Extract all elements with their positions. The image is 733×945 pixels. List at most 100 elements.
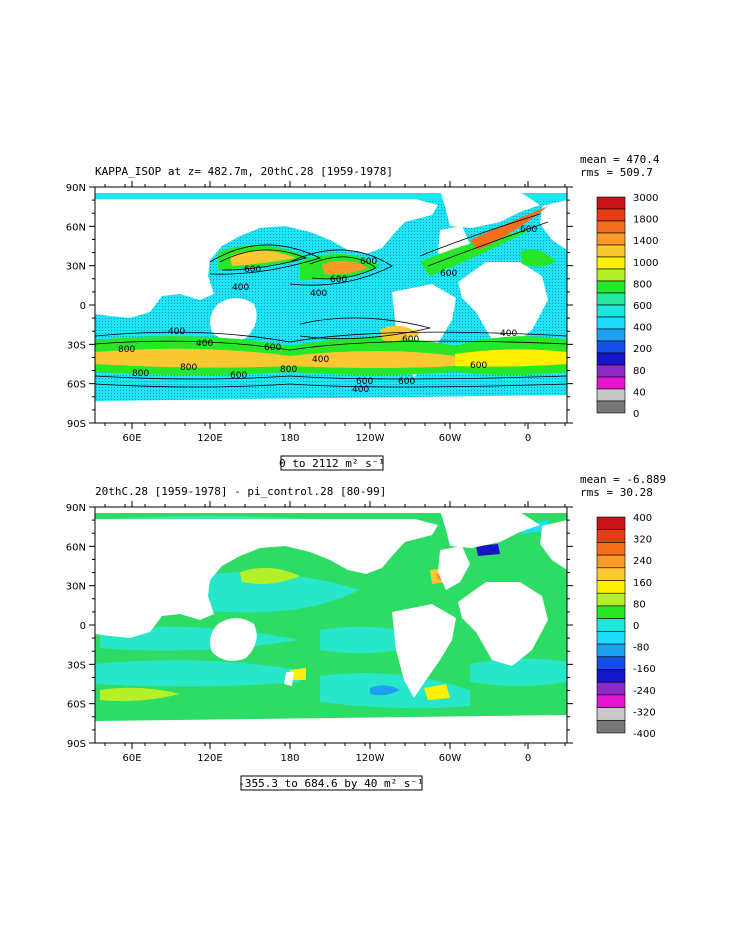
colorbar-swatch [596, 719, 626, 734]
x-tick-label: 60E [122, 753, 141, 764]
colorbar-swatch [596, 400, 626, 414]
colorbar-label: 80 [633, 599, 646, 610]
panel1-range-box [280, 455, 384, 471]
panel1-arctic [95, 193, 567, 199]
y-tick-label: 60N [66, 542, 86, 553]
x-tick-label: 120W [356, 433, 385, 444]
y-tick-label: 60S [67, 700, 86, 711]
x-tick-label: 60W [439, 753, 462, 764]
contour-label: 400 [500, 329, 517, 339]
colorbar-swatch [596, 605, 626, 619]
panel1-axes: 90N 60N 30N 0 30S 60S 90S 60E 120E 180 120W 60W 0 [66, 181, 573, 444]
y-tick-label: 30N [66, 582, 86, 593]
panel2-colorbar: 400 320 240 160 80 0 -80 -160 -240 -320 -400 [596, 513, 656, 740]
panel2-range-box [240, 775, 423, 791]
colorbar-swatch [596, 669, 626, 683]
contour-label: 400 [168, 327, 185, 337]
colorbar-swatch [596, 340, 626, 354]
colorbar-label: -400 [633, 729, 656, 740]
colorbar-label: 3000 [633, 193, 658, 204]
colorbar-swatch [596, 244, 626, 258]
contour-label: 400 [196, 339, 213, 349]
colorbar-swatch [596, 328, 626, 342]
x-tick-label: 180 [280, 753, 299, 764]
colorbar-swatch [596, 268, 626, 282]
panel1-title: KAPPA_ISOP at z= 482.7m, 20thC.28 [1959-… [95, 165, 393, 178]
contour-label: 800 [280, 365, 297, 375]
panel2-land [95, 507, 567, 743]
colorbar-label: 40 [633, 387, 646, 398]
contour-label: 600 [402, 335, 419, 345]
x-tick-label: 120W [356, 753, 385, 764]
colorbar-label: 800 [633, 279, 652, 290]
panel1-range-label: 0 to 2112 m² s⁻¹ [279, 457, 385, 470]
colorbar-swatch [596, 256, 626, 270]
x-tick-label: 60W [439, 433, 462, 444]
colorbar-swatch [596, 694, 626, 708]
colorbar-swatch [596, 316, 626, 330]
colorbar-swatch [596, 516, 626, 531]
colorbar-label: -320 [633, 707, 656, 718]
y-tick-label: 60N [66, 222, 86, 233]
x-tick-label: 0 [525, 433, 531, 444]
contour-label: 600 [470, 361, 487, 371]
panel1-rms: rms = 509.7 [580, 166, 653, 179]
colorbar-swatch [596, 542, 626, 556]
colorbar-swatch [596, 292, 626, 306]
y-tick-label: 90S [67, 739, 86, 750]
y-tick-label: 90N [66, 503, 86, 514]
contour-label: 800 [180, 363, 197, 373]
colorbar-label: 1800 [633, 215, 658, 226]
panel2-mean: mean = -6.889 [580, 473, 666, 486]
colorbar-swatch [596, 554, 626, 569]
x-tick-label: 120E [197, 433, 222, 444]
y-tick-label: 90N [66, 183, 86, 194]
colorbar-label: 400 [633, 323, 652, 334]
y-tick-label: 0 [80, 621, 86, 632]
colorbar-swatch [596, 364, 626, 378]
colorbar-swatch [596, 376, 626, 390]
panel1-bands [95, 206, 567, 375]
colorbar-swatch [596, 681, 626, 696]
x-tick-label: 120E [197, 753, 222, 764]
colorbar-label: 0 [633, 621, 639, 632]
colorbar-swatch [596, 304, 626, 318]
y-tick-label: 0 [80, 301, 86, 312]
contour-label: 600 [520, 225, 537, 235]
colorbar-label: 1400 [633, 236, 658, 247]
colorbar-label: 200 [633, 344, 652, 355]
colorbar-swatch [596, 592, 626, 607]
panel2-map [95, 507, 567, 743]
y-tick-label: 30S [67, 660, 86, 671]
colorbar-swatch [596, 280, 626, 294]
colorbar-swatch [596, 567, 626, 581]
y-tick-label: 30S [67, 340, 86, 351]
contour-label: 600 [230, 371, 247, 381]
contour-label: 600 [398, 377, 415, 387]
colorbar-label: 240 [633, 556, 652, 567]
contour-label: 600 [360, 257, 377, 267]
colorbar-swatch [596, 618, 626, 632]
panel2-axes: 90N 60N 30N 0 30S 60S 90S 60E 120E 180 120W 60W 0 [66, 501, 573, 764]
panel1-map: 600 400 600 600 600 600 800 400 800 600 … [95, 187, 567, 423]
y-tick-label: 60S [67, 380, 86, 391]
colorbar-swatch [596, 529, 626, 543]
contour-label: 600 [356, 377, 373, 387]
colorbar-swatch [596, 232, 626, 246]
colorbar-label: 160 [633, 578, 652, 589]
panel1-land [95, 187, 567, 423]
x-tick-label: 180 [280, 433, 299, 444]
colorbar-label: 400 [633, 513, 652, 524]
panel-difference: 20thC.28 [1959-1978] - pi_control.28 [80… [66, 473, 666, 791]
colorbar-label: 320 [633, 535, 652, 546]
panel-kappa-isop: KAPPA_ISOP at z= 482.7m, 20thC.28 [1959-… [66, 153, 660, 471]
colorbar-label: -160 [633, 664, 656, 675]
colorbar-swatch [596, 220, 626, 234]
x-tick-label: 0 [525, 753, 531, 764]
contour-label: 400 [232, 283, 249, 293]
contour-label: 800 [132, 369, 149, 379]
contour-label: 600 [440, 269, 457, 279]
colorbar-label: 80 [633, 366, 646, 377]
contour-label: 400 [352, 385, 369, 395]
